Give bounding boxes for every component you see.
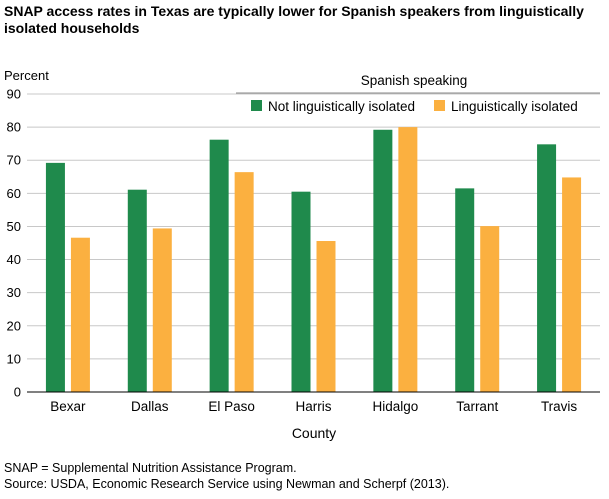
legend-label-isolated: Linguistically isolated [451,99,578,114]
bar-bexar-not-isolated [45,162,65,392]
bar-el-paso-isolated [234,172,254,392]
footnote-note: SNAP = Supplemental Nutrition Assistance… [4,461,297,475]
bar-tarrant-not-isolated [455,188,475,392]
bar-harris-isolated [316,241,336,392]
bars [45,127,582,392]
bar-hidalgo-not-isolated [373,129,393,392]
legend: Spanish speaking Not linguistically isol… [236,73,600,114]
x-tick-label: El Paso [208,399,255,414]
footnotes: SNAP = Supplemental Nutrition Assistance… [4,460,449,492]
y-tick-label: 20 [7,318,21,333]
y-tick-label: 60 [7,186,21,201]
bar-el-paso-not-isolated [209,139,229,392]
x-tick-label: Dallas [131,399,169,414]
y-tick-label: 70 [7,153,21,168]
x-tick-label: Tarrant [456,399,498,414]
y-tick-label: 50 [7,219,21,234]
x-tick-label: Harris [296,399,332,414]
chart-title: SNAP access rates in Texas are typically… [4,3,584,36]
legend-label-not-isolated: Not linguistically isolated [268,99,415,114]
legend-title: Spanish speaking [361,73,468,88]
legend-swatch-isolated [434,100,445,111]
x-tick-label: Hidalgo [372,399,418,414]
bar-hidalgo-isolated [398,127,418,392]
y-tick-label: 80 [7,120,21,135]
x-tick-label: Travis [541,399,577,414]
x-tick-label: Bexar [50,399,86,414]
y-tick-label: 30 [7,285,21,300]
y-tick-label: 40 [7,252,21,267]
y-tick-label: 90 [7,87,21,102]
footnote-source: Source: USDA, Economic Research Service … [4,477,450,491]
bar-bexar-isolated [70,237,90,392]
x-axis-label: County [292,425,336,441]
gridlines [27,93,600,360]
bar-travis-isolated [562,177,582,392]
y-axis-label: Percent [4,68,49,83]
y-tick-label: 0 [14,385,21,400]
legend-swatch-not-isolated [251,100,262,111]
y-tick-labels: 0 10 20 30 40 50 60 70 80 90 [7,87,21,400]
bar-travis-not-isolated [537,144,557,392]
y-tick-label: 10 [7,351,21,366]
bar-tarrant-isolated [480,226,500,392]
bar-harris-not-isolated [291,191,311,392]
bar-dallas-isolated [152,228,172,392]
bar-dallas-not-isolated [127,189,147,392]
x-tick-labels: Bexar Dallas El Paso Harris Hidalgo Tarrant Tr… [50,399,577,414]
